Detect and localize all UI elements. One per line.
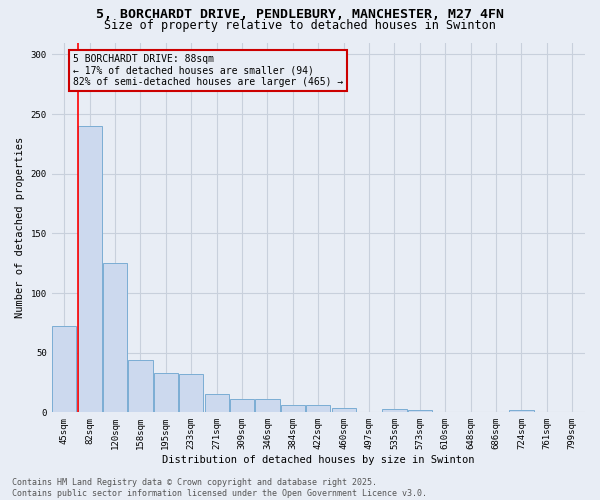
Bar [256, 399, 280, 412]
Bar [128, 360, 152, 412]
X-axis label: Distribution of detached houses by size in Swinton: Distribution of detached houses by size … [162, 455, 475, 465]
Bar [179, 374, 203, 412]
Bar [154, 373, 178, 412]
Bar [77, 126, 102, 412]
Bar [230, 399, 254, 412]
Text: 5, BORCHARDT DRIVE, PENDLEBURY, MANCHESTER, M27 4FN: 5, BORCHARDT DRIVE, PENDLEBURY, MANCHEST… [96, 8, 504, 20]
Bar [306, 405, 331, 412]
Bar [281, 405, 305, 412]
Bar [52, 326, 76, 412]
Bar [509, 410, 533, 412]
Bar [205, 394, 229, 412]
Text: 5 BORCHARDT DRIVE: 88sqm
← 17% of detached houses are smaller (94)
82% of semi-d: 5 BORCHARDT DRIVE: 88sqm ← 17% of detach… [73, 54, 343, 87]
Bar [103, 263, 127, 412]
Text: Contains HM Land Registry data © Crown copyright and database right 2025.
Contai: Contains HM Land Registry data © Crown c… [12, 478, 427, 498]
Y-axis label: Number of detached properties: Number of detached properties [15, 137, 25, 318]
Bar [332, 408, 356, 412]
Text: Size of property relative to detached houses in Swinton: Size of property relative to detached ho… [104, 19, 496, 32]
Bar [382, 409, 407, 412]
Bar [408, 410, 432, 412]
